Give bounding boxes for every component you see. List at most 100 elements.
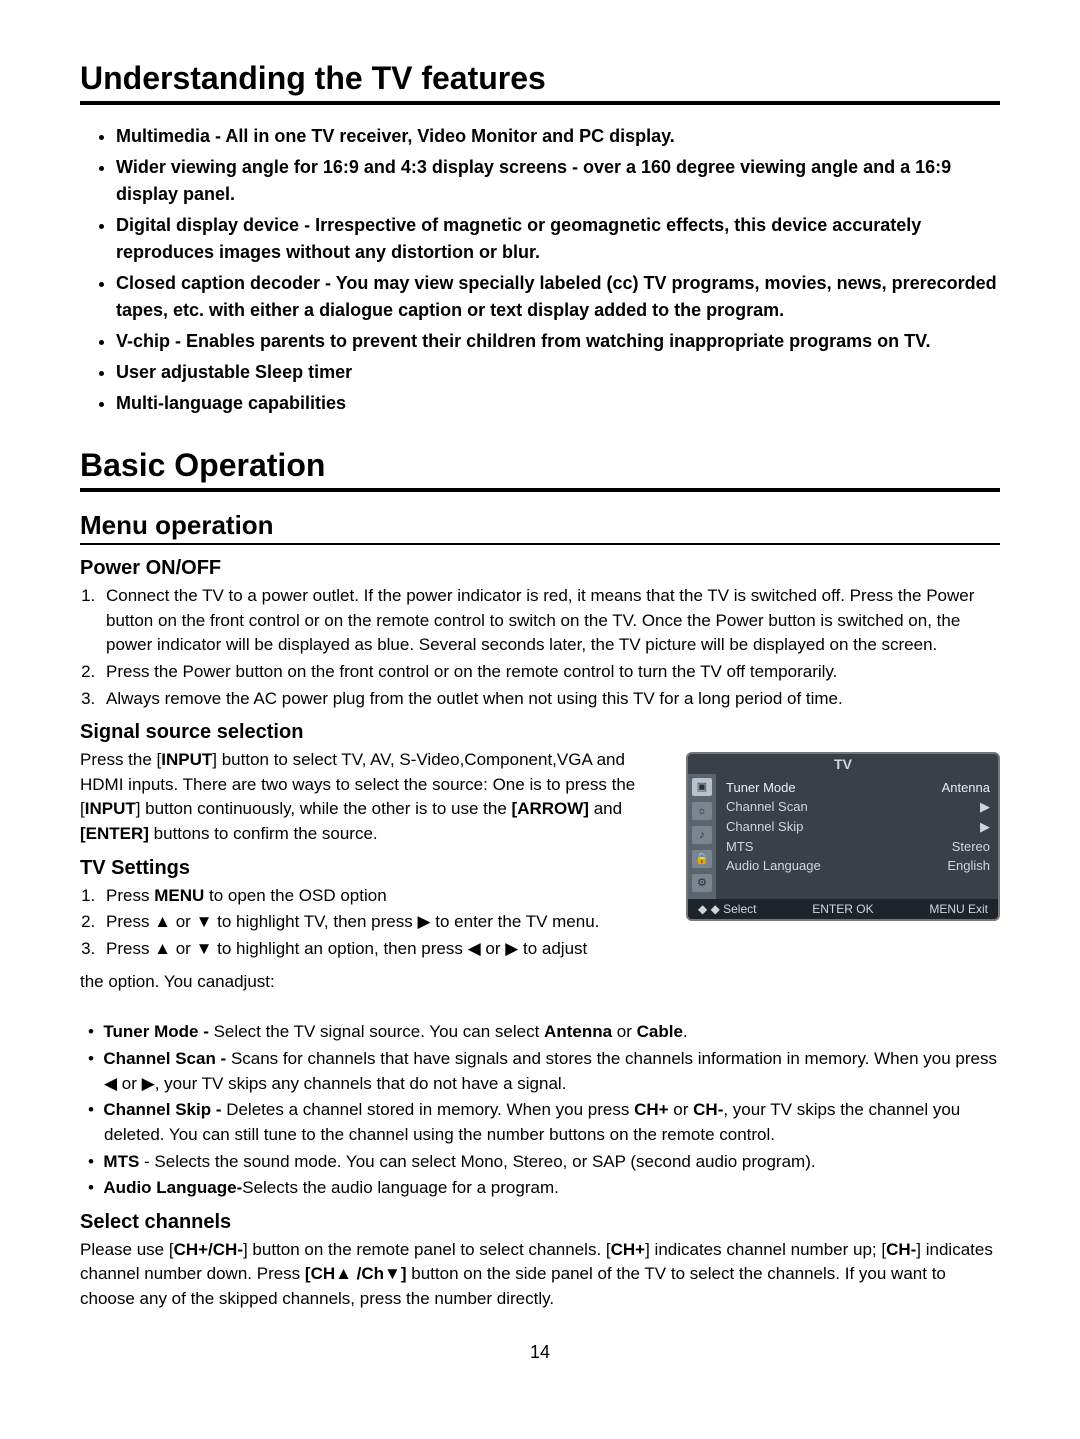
- label: Audio Language-: [103, 1178, 242, 1197]
- enter-label: [ENTER]: [80, 824, 149, 843]
- osd-row: Channel Skip ▶: [726, 817, 990, 837]
- osd-row-label: Tuner Mode: [726, 780, 796, 795]
- osd-title: TV: [688, 754, 998, 774]
- osd-row-value: ▶: [980, 799, 990, 815]
- heading-tvsettings: TV Settings: [80, 857, 666, 880]
- power-step: Press the Power button on the front cont…: [100, 660, 1000, 685]
- tvsettings-steps: Press MENU to open the OSD option Press …: [80, 884, 666, 962]
- feature-item: User adjustable Sleep timer: [116, 359, 1000, 386]
- text: Press the [: [80, 750, 161, 769]
- text: or: [669, 1100, 694, 1119]
- chminus-label: CH-: [886, 1240, 916, 1259]
- page-container: Understanding the TV features Multimedia…: [0, 0, 1080, 1403]
- feature-item: Multimedia - All in one TV receiver, Vid…: [116, 123, 1000, 150]
- osd-row-label: Channel Skip: [726, 819, 803, 835]
- arrow-label: [ARROW]: [512, 799, 589, 818]
- power-steps: Connect the TV to a power outlet. If the…: [80, 584, 1000, 711]
- osd-picture-icon: ☼: [692, 802, 712, 820]
- osd-row-label: Channel Scan: [726, 799, 808, 815]
- setting-mts: • MTS - Selects the sound mode. You can …: [80, 1150, 1000, 1175]
- heading-basic-operation: Basic Operation: [80, 447, 1000, 484]
- text: or: [612, 1022, 637, 1041]
- text: Select the TV signal source. You can sel…: [214, 1022, 544, 1041]
- osd-row-label: Audio Language: [726, 858, 821, 873]
- text: to open the OSD option: [204, 886, 386, 905]
- signal-text-col: Press the [INPUT] button to select TV, A…: [80, 748, 666, 994]
- label: Channel Skip -: [103, 1100, 226, 1119]
- setting-audio-language: • Audio Language-Selects the audio langu…: [80, 1176, 1000, 1201]
- feature-item: Wider viewing angle for 16:9 and 4:3 dis…: [116, 154, 1000, 208]
- tvsettings-step: Press ▲ or ▼ to highlight an option, the…: [100, 937, 666, 962]
- heading-select-channels: Select channels: [80, 1211, 1000, 1234]
- setting-tuner-mode: • Tuner Mode - Select the TV signal sour…: [80, 1020, 1000, 1045]
- text: Scans for channels that have signals and…: [104, 1049, 997, 1093]
- osd-row-value: ▶: [980, 819, 990, 835]
- feature-item: Multi-language capabilities: [116, 390, 1000, 417]
- setting-channel-skip: • Channel Skip - Deletes a channel store…: [80, 1098, 1000, 1147]
- osd-footer: ◆ ◆ Select ENTER OK MENU Exit: [688, 899, 998, 919]
- text: Please use [: [80, 1240, 174, 1259]
- osd-row-label: MTS: [726, 839, 753, 854]
- osd-icon-col: ▣ ☼ ♪ 🔒 ⚙: [688, 774, 716, 899]
- text: Press: [106, 886, 154, 905]
- chupdown-label: [CH▲ /Ch▼]: [305, 1264, 407, 1283]
- text: .: [683, 1022, 688, 1041]
- text: - Selects the sound mode. You can select…: [139, 1152, 815, 1171]
- feature-list: Multimedia - All in one TV receiver, Vid…: [80, 123, 1000, 417]
- osd-setup-icon: ⚙: [692, 874, 712, 892]
- chplus-label: CH+: [611, 1240, 645, 1259]
- rule-1: [80, 101, 1000, 105]
- text: ] indicates channel number up; [: [645, 1240, 886, 1259]
- input-label: INPUT: [85, 799, 136, 818]
- input-label: INPUT: [161, 750, 212, 769]
- feature-item: V-chip - Enables parents to prevent thei…: [116, 328, 1000, 355]
- osd-row: MTS Stereo: [726, 837, 990, 856]
- feature-item: Digital display device - Irrespective of…: [116, 212, 1000, 266]
- signal-and-menu-row: Press the [INPUT] button to select TV, A…: [80, 748, 1000, 994]
- text: ] button on the remote panel to select c…: [243, 1240, 611, 1259]
- heading-understanding: Understanding the TV features: [80, 60, 1000, 97]
- signal-paragraph: Press the [INPUT] button to select TV, A…: [80, 748, 666, 847]
- setting-channel-scan: • Channel Scan - Scans for channels that…: [80, 1047, 1000, 1096]
- text: ] button continuously, while the other i…: [136, 799, 512, 818]
- label: Tuner Mode -: [103, 1022, 213, 1041]
- chminus-label: CH-: [693, 1100, 723, 1119]
- osd-row: Tuner Mode Antenna: [726, 778, 990, 797]
- heading-menu-operation: Menu operation: [80, 510, 1000, 541]
- osd-footer-exit: MENU Exit: [929, 902, 988, 916]
- tv-osd-menu: TV ▣ ☼ ♪ 🔒 ⚙ Tuner Mode Antenna Channel S…: [686, 752, 1000, 921]
- label: MTS: [103, 1152, 139, 1171]
- osd-audio-icon: ♪: [692, 826, 712, 844]
- label: Channel Scan -: [103, 1049, 231, 1068]
- select-channels-paragraph: Please use [CH+/CH-] button on the remot…: [80, 1238, 1000, 1312]
- power-step: Connect the TV to a power outlet. If the…: [100, 584, 1000, 658]
- chplusminus-label: CH+/CH-: [174, 1240, 243, 1259]
- feature-item: Closed caption decoder - You may view sp…: [116, 270, 1000, 324]
- osd-footer-enter: ENTER OK: [812, 902, 873, 916]
- power-step: Always remove the AC power plug from the…: [100, 687, 1000, 712]
- text: buttons to confirm the source.: [149, 824, 378, 843]
- osd-tv-icon: ▣: [692, 778, 712, 796]
- page-number: 14: [80, 1342, 1000, 1363]
- text: Deletes a channel stored in memory. When…: [226, 1100, 634, 1119]
- cable-label: Cable: [637, 1022, 683, 1041]
- text: and: [589, 799, 622, 818]
- osd-footer-select: ◆ ◆ Select: [698, 902, 756, 916]
- rule-2: [80, 488, 1000, 492]
- chplus-label: CH+: [634, 1100, 668, 1119]
- tvsettings-tail: the option. You canadjust:: [80, 970, 666, 995]
- osd-rows: Tuner Mode Antenna Channel Scan ▶ Channel …: [716, 774, 998, 899]
- heading-power: Power ON/OFF: [80, 557, 1000, 580]
- tvsettings-step: Press MENU to open the OSD option: [100, 884, 666, 909]
- osd-body: ▣ ☼ ♪ 🔒 ⚙ Tuner Mode Antenna Channel Scan…: [688, 774, 998, 899]
- heading-signal: Signal source selection: [80, 721, 1000, 744]
- rule-3: [80, 543, 1000, 545]
- antenna-label: Antenna: [544, 1022, 612, 1041]
- osd-lock-icon: 🔒: [692, 850, 712, 868]
- osd-row-value: Stereo: [952, 839, 990, 854]
- menu-label: MENU: [154, 886, 204, 905]
- osd-row: Audio Language English: [726, 856, 990, 875]
- osd-row: Channel Scan ▶: [726, 797, 990, 817]
- osd-row-value: English: [947, 858, 990, 873]
- osd-row-value: Antenna: [942, 780, 990, 795]
